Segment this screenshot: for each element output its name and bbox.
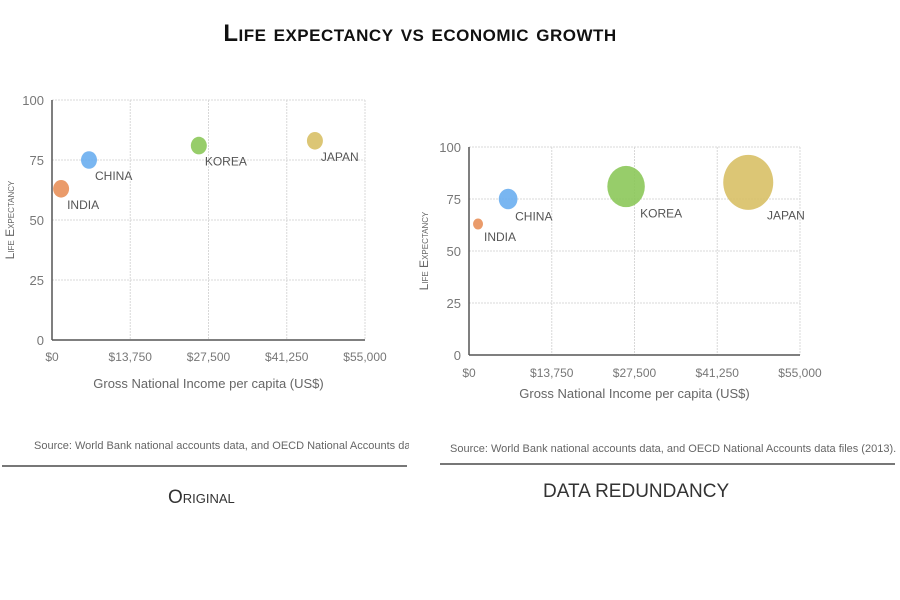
bubble-india (53, 180, 70, 198)
point-label: KOREA (640, 206, 682, 220)
y-tick-label: 100 (439, 140, 461, 155)
x-tick-label: $55,000 (778, 366, 822, 380)
y-tick-label: 25 (447, 296, 461, 311)
bubble-china (80, 151, 97, 169)
x-tick-label: $0 (462, 366, 476, 380)
x-tick-label: $55,000 (343, 350, 387, 364)
bubble-china (498, 188, 518, 210)
point-label: JAPAN (321, 150, 359, 164)
source-note-original: Source: World Bank national accounts dat… (34, 440, 409, 452)
x-tick-label: $27,500 (613, 366, 657, 380)
caption-original: Original (168, 487, 235, 508)
y-tick-label: 0 (454, 348, 461, 363)
y-tick-label: 25 (30, 273, 44, 288)
bubble-korea (607, 165, 645, 208)
caption-data-redundancy: DATA REDUNDANCY (543, 481, 730, 502)
y-tick-label: 100 (22, 93, 44, 108)
point-label: CHINA (95, 169, 132, 183)
page-title: Life expectancy vs economic growth (223, 20, 617, 47)
divider-left (2, 465, 407, 467)
point-label: KOREA (205, 155, 247, 169)
x-tick-label: $13,750 (530, 366, 574, 380)
point-label: INDIA (484, 230, 516, 244)
x-tick-label: $41,250 (696, 366, 740, 380)
y-tick-label: 50 (30, 213, 44, 228)
y-tick-label: 0 (37, 333, 44, 348)
x-tick-label: $27,500 (187, 350, 231, 364)
y-tick-label: 75 (30, 153, 44, 168)
x-tick-label: $13,750 (109, 350, 153, 364)
point-label: INDIA (67, 198, 99, 212)
bubble-japan (723, 154, 774, 210)
bubble-japan (306, 132, 323, 150)
point-label: JAPAN (767, 208, 805, 222)
divider-right (440, 463, 895, 465)
y-tick-label: 50 (447, 244, 461, 259)
x-tick-label: $41,250 (265, 350, 309, 364)
x-tick-label: $0 (45, 350, 59, 364)
y-tick-label: 75 (447, 192, 461, 207)
point-label: CHINA (515, 209, 552, 223)
bubble-korea (190, 136, 207, 155)
y-axis-label: Life Expectancy (417, 211, 431, 290)
y-axis-label: Life Expectancy (3, 180, 17, 259)
x-axis-label: Gross National Income per capita (US$) (93, 376, 323, 391)
source-note-redundancy: Source: World Bank national accounts dat… (450, 443, 897, 455)
bubble-india (473, 218, 484, 230)
x-axis-label: Gross National Income per capita (US$) (519, 386, 749, 401)
